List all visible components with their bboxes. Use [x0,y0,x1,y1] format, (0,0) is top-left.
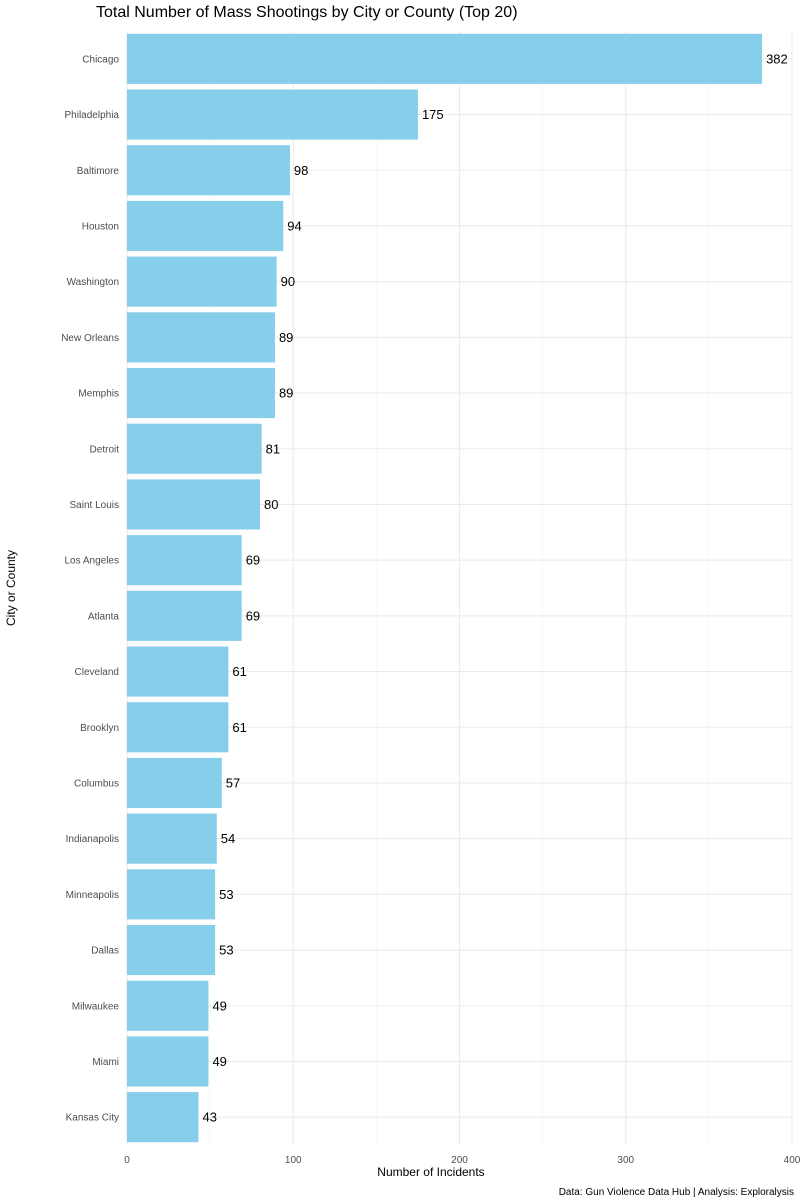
bar [127,145,290,196]
bar [127,924,216,976]
x-tick-label: 400 [784,1155,800,1166]
bar-value-label: 61 [232,720,246,735]
bar-value-label: 61 [232,664,246,679]
y-tick-label: Detroit [90,444,120,455]
y-tick-label: Chicago [82,54,119,65]
bar-value-label: 90 [281,274,295,289]
bar [127,479,260,530]
y-tick-label: Memphis [78,389,119,400]
bar-value-label: 49 [212,1054,226,1069]
x-tick-label: 100 [285,1155,302,1166]
x-tick-label: 200 [451,1155,468,1166]
bar [127,1092,199,1143]
bar-value-label: 175 [422,107,444,122]
ticks-layer: 0 100 200 300 400 [124,1155,800,1166]
bar-value-label: 69 [246,553,260,568]
bar [127,256,277,307]
bar [127,535,242,586]
y-tick-label: Los Angeles [65,556,120,567]
y-tick-label: Saint Louis [70,500,119,511]
y-tick-label: Minneapolis [66,890,119,901]
bar [127,1036,209,1087]
y-tick-label: Philadelphia [65,110,120,121]
bar-value-label: 94 [287,218,301,233]
bar [127,757,222,809]
y-tick-label: Atlanta [88,611,120,622]
y-tick-label: Washington [67,277,119,288]
y-tick-label: Houston [82,221,119,232]
bar [127,33,763,84]
y-tick-label: Dallas [91,946,119,957]
bar-value-label: 54 [221,831,235,846]
y-tick-label: Kansas City [66,1113,119,1124]
bar-value-label: 43 [202,1110,216,1125]
bar [127,646,229,697]
chart-caption: Data: Gun Violence Data Hub | Analysis: … [559,1187,794,1198]
bar-value-label: 98 [294,163,308,178]
bars-layer [127,33,763,1143]
y-axis-title: City or County [4,550,18,626]
bar-value-label: 49 [212,998,226,1013]
y-tick-label: Miami [92,1057,119,1068]
bar-value-label: 53 [219,943,233,958]
y-tick-label: New Orleans [61,333,119,344]
y-tick-label: Cleveland [75,667,119,678]
grid-layer [126,31,793,1145]
bar-value-label: 382 [766,51,788,66]
bar-value-label: 81 [266,441,280,456]
bar-value-label: 69 [246,608,260,623]
bar [127,980,209,1031]
bar [127,367,275,419]
y-tick-label: Baltimore [77,166,120,177]
x-axis-title: Number of Incidents [377,1165,484,1179]
x-tick-label: 0 [124,1155,130,1166]
bar-value-label: 53 [219,887,233,902]
labels-layer: Chicago 382 Philadelphia 175 Baltimore 98 Hous… [61,51,788,1124]
bar [127,813,217,864]
y-tick-label: Indianapolis [66,834,119,845]
bar [127,702,229,753]
y-tick-label: Brooklyn [80,723,119,734]
y-tick-label: Milwaukee [72,1001,120,1012]
chart-title: Total Number of Mass Shootings by City o… [96,4,518,21]
bar [127,869,216,920]
x-tick-label: 300 [617,1155,634,1166]
bar-value-label: 89 [279,386,293,401]
y-tick-label: Columbus [74,778,119,789]
bar [127,89,418,140]
bar [127,200,284,252]
bar-value-label: 80 [264,497,278,512]
bar-value-label: 57 [226,775,240,790]
bar [127,590,242,641]
bar [127,312,275,363]
bar-value-label: 89 [279,330,293,345]
bar [127,423,262,474]
